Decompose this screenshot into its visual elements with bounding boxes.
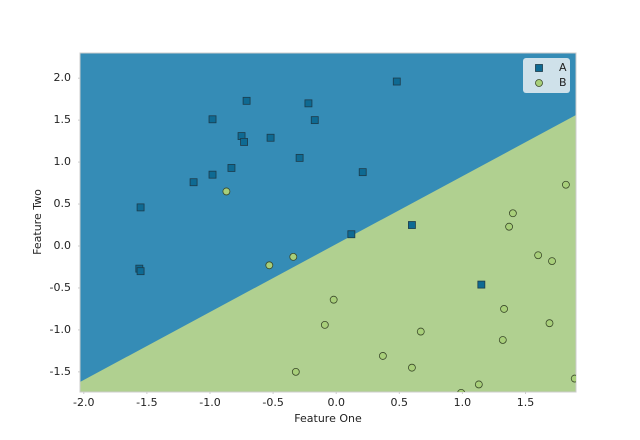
point xyxy=(545,319,554,328)
y-tick-label: 0.5 xyxy=(54,197,72,210)
point xyxy=(416,327,425,336)
point xyxy=(392,77,401,86)
point xyxy=(320,320,329,329)
y-tick-label: 1.0 xyxy=(54,155,72,168)
y-tick-label: 2.0 xyxy=(54,71,72,84)
x-tick-label: -2.0 xyxy=(73,396,94,409)
point xyxy=(329,295,338,304)
point xyxy=(498,336,507,344)
plot-frame xyxy=(79,52,577,393)
point xyxy=(358,168,367,177)
y-tick-label: -1.0 xyxy=(50,323,71,336)
point xyxy=(548,257,556,265)
point xyxy=(208,115,217,124)
point xyxy=(457,388,465,392)
point xyxy=(508,209,517,218)
point xyxy=(189,178,198,187)
legend-label: B xyxy=(559,76,567,89)
point xyxy=(500,305,508,313)
legend xyxy=(523,58,570,93)
point xyxy=(379,352,387,360)
x-tick-label: -1.0 xyxy=(199,396,220,409)
point xyxy=(477,280,486,289)
x-tick-label: 1.0 xyxy=(454,396,472,409)
point xyxy=(242,96,251,105)
y-tick-label: -1.5 xyxy=(50,365,71,378)
x-tick-label: -0.5 xyxy=(262,396,283,409)
region-b xyxy=(80,115,576,392)
x-tick-label: 0.0 xyxy=(327,396,345,409)
legend-label: A xyxy=(559,61,567,74)
legend-marker xyxy=(535,64,543,72)
point xyxy=(474,380,483,389)
y-tick-label: 1.5 xyxy=(54,113,72,126)
legend-marker xyxy=(535,79,543,87)
point xyxy=(408,363,416,372)
point xyxy=(265,261,274,270)
x-tick-label: 1.5 xyxy=(517,396,535,409)
point xyxy=(295,153,304,162)
point xyxy=(266,133,275,142)
point xyxy=(227,164,236,172)
y-axis-label: Feature Two xyxy=(31,189,44,255)
point xyxy=(304,99,313,108)
point xyxy=(562,180,570,189)
points xyxy=(135,77,576,392)
x-axis-label: Feature One xyxy=(294,412,362,425)
point xyxy=(347,230,356,239)
x-tick-label: 0.5 xyxy=(391,396,409,409)
point xyxy=(208,170,217,179)
point xyxy=(136,267,145,276)
point xyxy=(240,138,248,146)
point xyxy=(408,221,416,229)
y-tick-label: 0.0 xyxy=(54,239,72,252)
point xyxy=(289,253,298,261)
point xyxy=(222,187,231,196)
point xyxy=(310,116,319,125)
point xyxy=(505,222,514,231)
y-tick-label: -0.5 xyxy=(50,281,71,294)
point xyxy=(136,203,145,212)
point xyxy=(534,251,543,260)
point xyxy=(570,374,576,383)
x-tick-label: -1.5 xyxy=(136,396,157,409)
point xyxy=(291,367,300,376)
